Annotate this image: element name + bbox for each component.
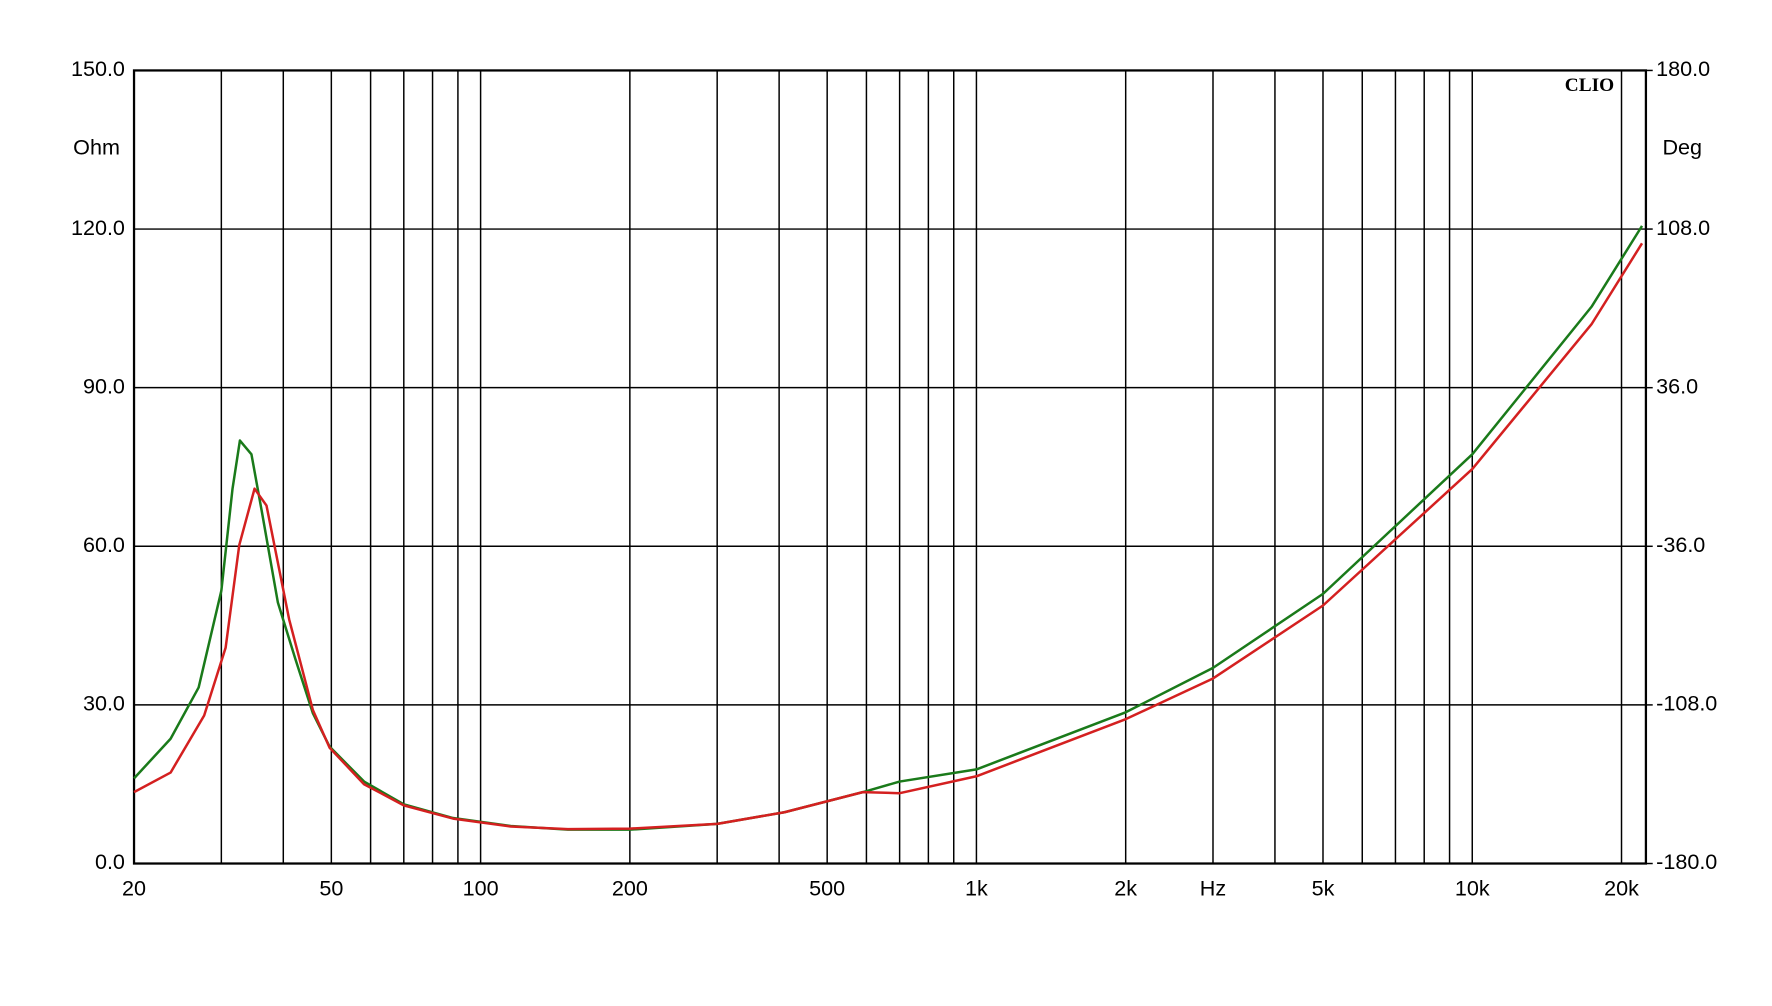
y-tick-label: 0.0 xyxy=(95,849,125,874)
y-tick-label: 90.0 xyxy=(83,373,125,398)
x-tick-label: 10k xyxy=(1455,875,1490,900)
x-tick-label: 1k xyxy=(965,875,988,900)
y-tick-label: 150.0 xyxy=(71,56,125,81)
brand-label: CLIO xyxy=(1565,75,1614,96)
y-tick-label: 30.0 xyxy=(83,691,125,716)
x-tick-label: 20 xyxy=(122,875,146,900)
impedance-line xyxy=(133,242,1644,831)
y-axis-label: Ohm xyxy=(73,135,120,160)
x-tick-label: 500 xyxy=(809,875,845,900)
y2-tick-label: -108.0 xyxy=(1656,691,1717,716)
y-tick-label: 120.0 xyxy=(71,215,125,240)
y2-tick-label: -180.0 xyxy=(1656,849,1717,874)
x-tick-label: 50 xyxy=(319,875,343,900)
x-tick-label: Hz xyxy=(1200,875,1226,900)
x-tick-label: 100 xyxy=(463,875,499,900)
x-tick-label: 5k xyxy=(1312,875,1335,900)
y2-tick-label: 180.0 xyxy=(1656,56,1710,81)
y2-axis-label: Deg xyxy=(1662,135,1702,160)
x-tick-label: 20k xyxy=(1604,875,1639,900)
y2-tick-label: 36.0 xyxy=(1656,373,1698,398)
x-tick-label: 200 xyxy=(612,875,648,900)
x-tick-label: 2k xyxy=(1114,875,1137,900)
y-tick-label: 60.0 xyxy=(83,532,125,557)
plot-border xyxy=(132,69,1648,865)
y2-tick-label: -36.0 xyxy=(1656,532,1705,557)
y2-tick-label: 108.0 xyxy=(1656,215,1710,240)
